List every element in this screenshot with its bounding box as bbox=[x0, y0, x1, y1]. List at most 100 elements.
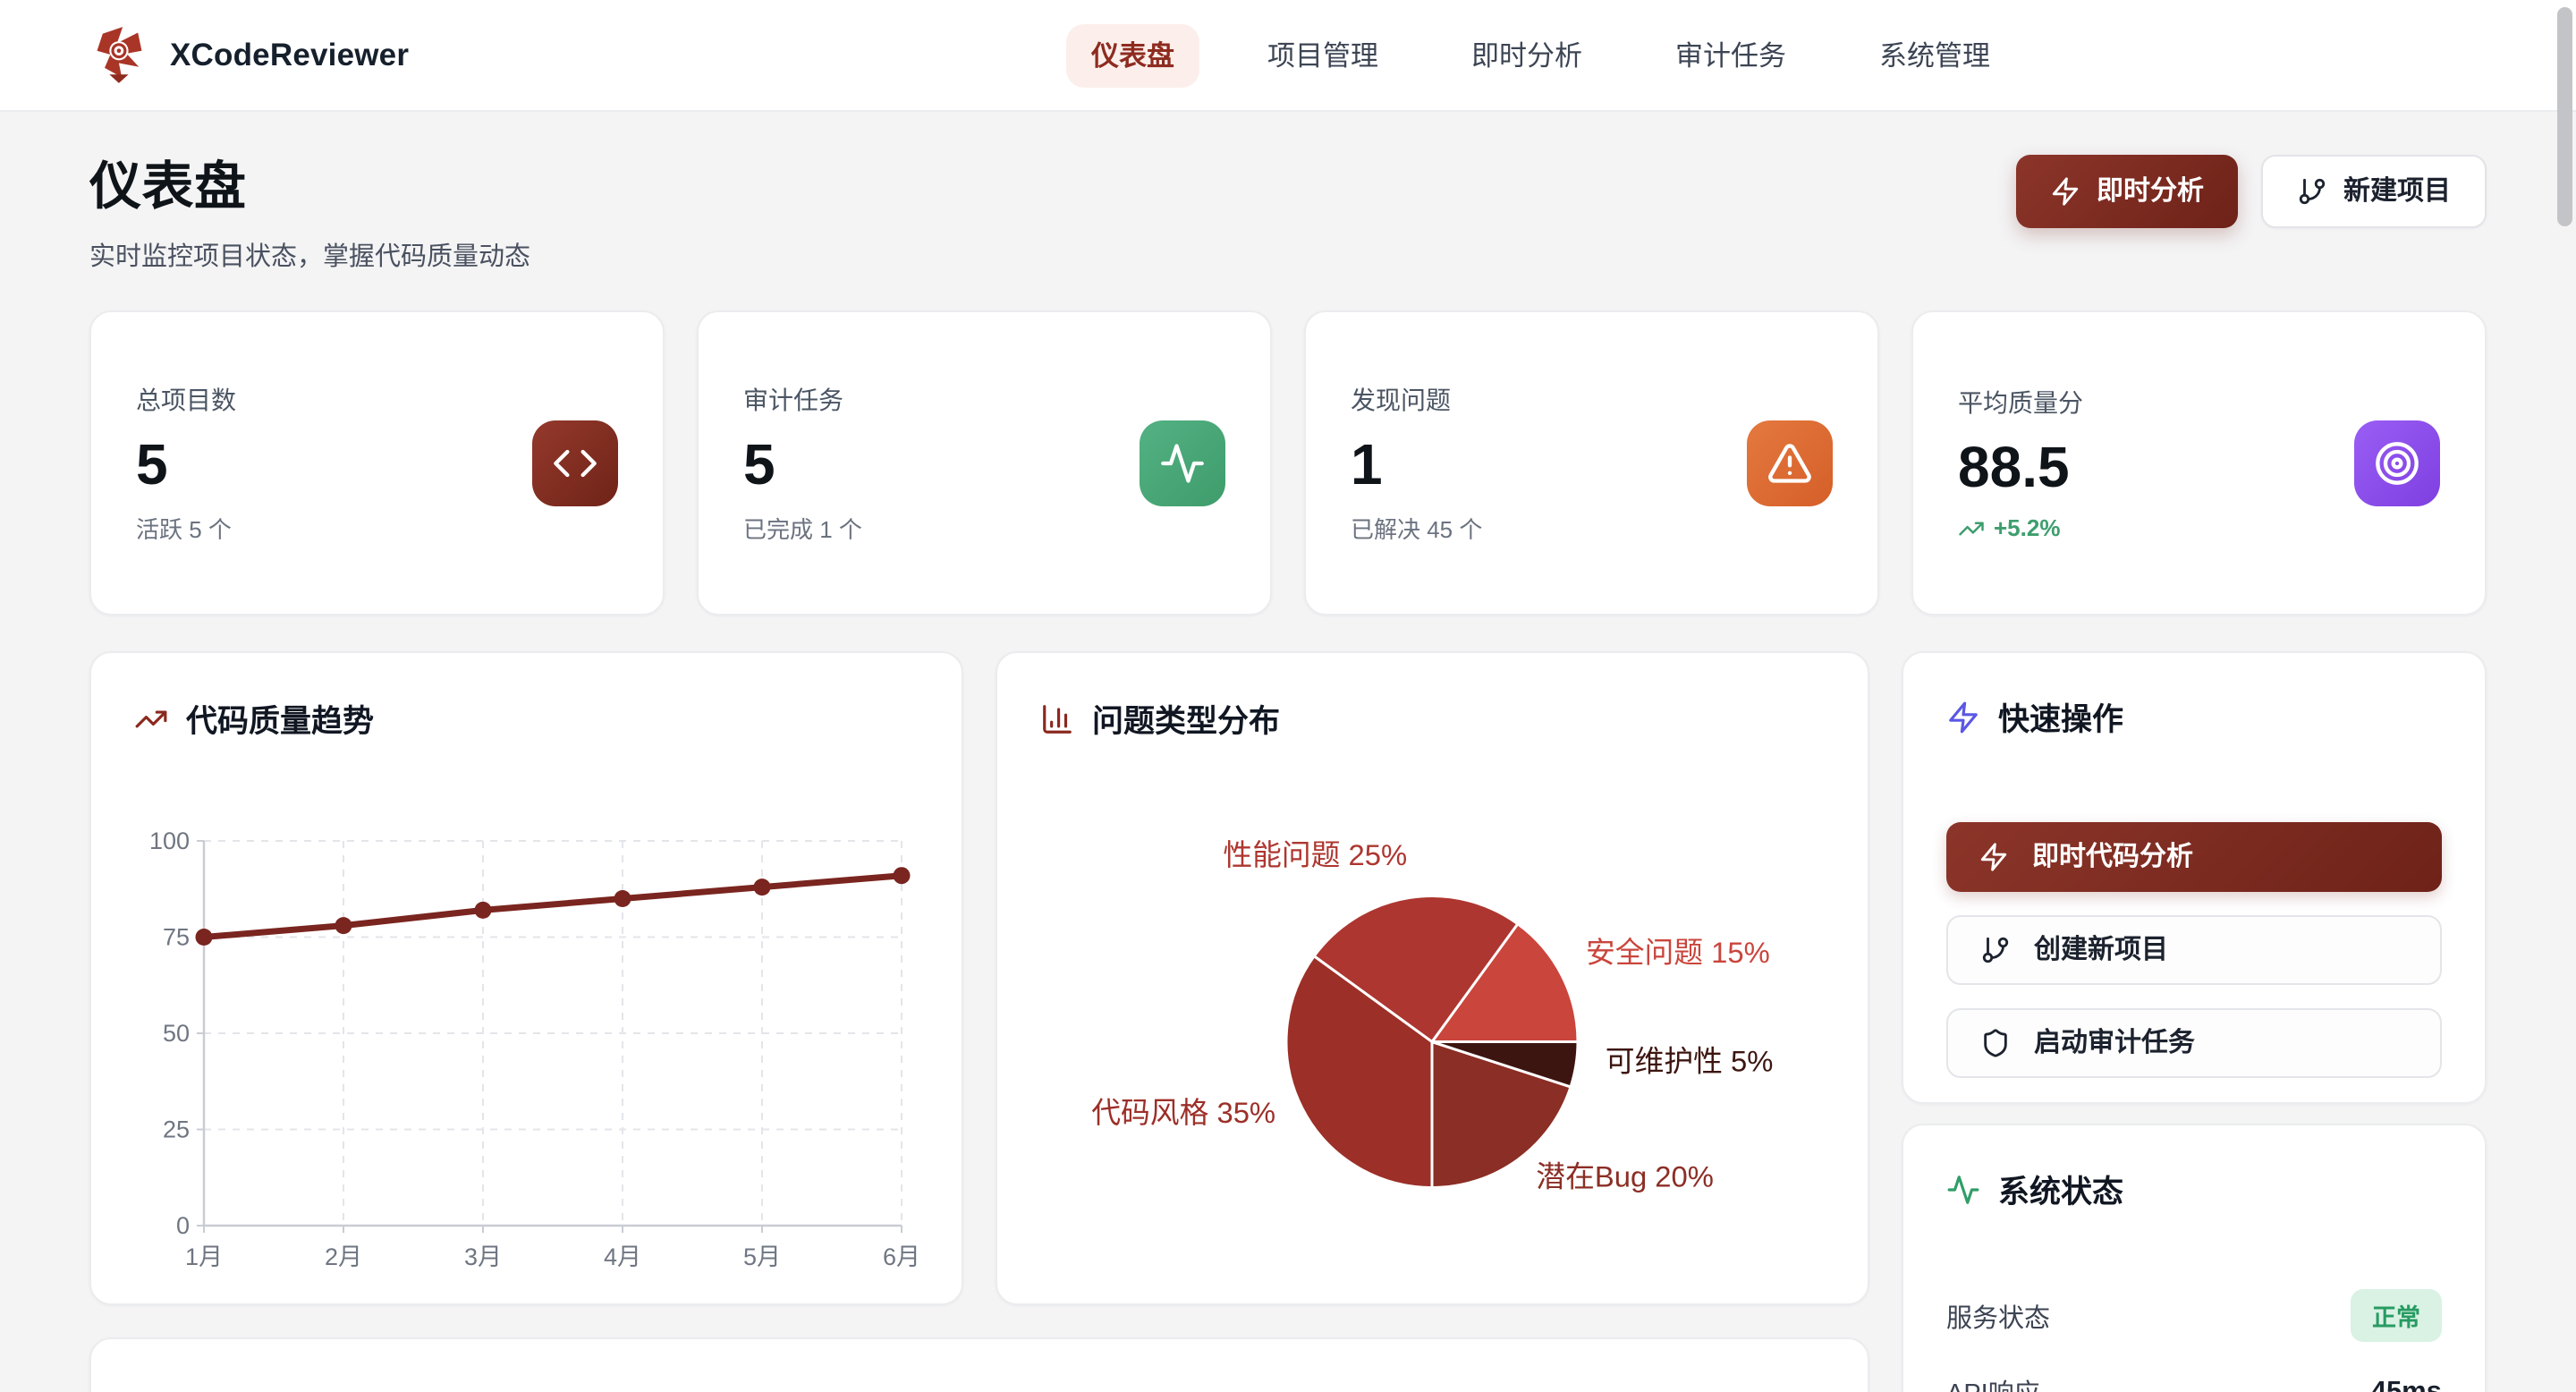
pie-slice[interactable] bbox=[1284, 955, 1434, 1190]
card-title: 系统状态 bbox=[1998, 1175, 2124, 1210]
status-badge: 正常 bbox=[2351, 1289, 2442, 1342]
action-label: 启动审计任务 bbox=[2034, 1028, 2195, 1057]
line-chart: 0 25 50 75 100 1月 2月 3月 4月 5月 6月 bbox=[123, 778, 933, 1290]
instant-code-analysis-button[interactable]: 即时代码分析 bbox=[1946, 822, 2442, 892]
stat-text: 审计任务 5 已完成 1 个 bbox=[743, 381, 862, 545]
status-row-service: 服务状态 正常 bbox=[1946, 1289, 2442, 1342]
stat-text: 平均质量分 88.5 +5.2% bbox=[1958, 384, 2083, 542]
stat-card-total-projects: 总项目数 5 活跃 5 个 bbox=[89, 310, 665, 615]
stat-value: 1 bbox=[1351, 432, 1383, 497]
quality-trend-card: 代码质量趋势 0 25 50 75 100 1月 2月 3月 4月 5月 6月 bbox=[89, 651, 963, 1305]
stat-value: 5 bbox=[743, 432, 775, 497]
nav-item-system-admin[interactable]: 系统管理 bbox=[1854, 24, 2015, 88]
line-point[interactable] bbox=[893, 867, 911, 885]
stat-text: 总项目数 5 活跃 5 个 bbox=[136, 381, 236, 545]
card-title: 代码质量趋势 bbox=[186, 704, 375, 739]
status-value: 45ms bbox=[2370, 1375, 2442, 1392]
code-icon bbox=[532, 420, 618, 506]
activity-icon bbox=[1140, 420, 1225, 506]
svg-text:100: 100 bbox=[149, 828, 190, 854]
main-nav: 仪表盘 项目管理 即时分析 审计任务 系统管理 bbox=[1066, 0, 2015, 112]
new-project-button[interactable]: 新建项目 bbox=[2261, 155, 2487, 228]
stat-text: 发现问题 1 已解决 45 个 bbox=[1351, 381, 1482, 545]
zap-icon bbox=[1979, 842, 2009, 872]
card-title: 问题类型分布 bbox=[1092, 704, 1281, 739]
stat-trend-value: +5.2% bbox=[1994, 514, 2061, 541]
stat-sub: 已解决 45 个 bbox=[1351, 516, 1483, 543]
line-point[interactable] bbox=[335, 917, 352, 935]
git-branch-icon bbox=[2297, 176, 2327, 207]
pie-slice[interactable] bbox=[1312, 895, 1520, 1044]
stat-label: 发现问题 bbox=[1351, 386, 1452, 414]
action-label: 创建新项目 bbox=[2034, 935, 2168, 964]
stat-card-issues-found: 发现问题 1 已解决 45 个 bbox=[1304, 310, 1879, 615]
brand: XCodeReviewer bbox=[89, 25, 409, 86]
status-label: 服务状态 bbox=[1946, 1303, 2051, 1333]
line-point[interactable] bbox=[474, 901, 492, 919]
page-title: 仪表盘 bbox=[89, 157, 247, 216]
app-logo-icon bbox=[89, 25, 150, 86]
svg-text:75: 75 bbox=[163, 924, 190, 951]
stat-label: 总项目数 bbox=[136, 386, 237, 414]
stat-card-audit-tasks: 审计任务 5 已完成 1 个 bbox=[697, 310, 1272, 615]
scrollbar-thumb[interactable] bbox=[2557, 7, 2572, 226]
page-subtitle: 实时监控项目状态，掌握代码质量动态 bbox=[89, 242, 531, 271]
brand-name: XCodeReviewer bbox=[170, 37, 410, 72]
pie-label: 可维护性 5% bbox=[1606, 1044, 1774, 1077]
card-title-row: 代码质量趋势 bbox=[134, 696, 919, 742]
card-title-row: 系统状态 bbox=[1946, 1167, 2442, 1212]
charts-row: 代码质量趋势 0 25 50 75 100 1月 2月 3月 4月 5月 6月 问题类型分布 bbox=[89, 651, 1869, 1305]
zap-icon bbox=[1946, 700, 1980, 734]
header-actions: 即时分析 新建项目 bbox=[2016, 155, 2487, 228]
issue-distribution-card: 问题类型分布 安全问题 15% 性能问题 25% 代码风格 35% 潜在Bug 20%… bbox=[996, 651, 1869, 1305]
svg-text:2月: 2月 bbox=[325, 1243, 362, 1270]
trending-up-icon bbox=[134, 702, 168, 736]
issue-distribution-chart[interactable]: 安全问题 15% 性能问题 25% 代码风格 35% 潜在Bug 20% 可维护性 5% bbox=[997, 653, 1868, 1303]
pie-slice[interactable] bbox=[1430, 1040, 1580, 1089]
main-content: 仪表盘 实时监控项目状态，掌握代码质量动态 即时分析 新建项目 总项目数 5 bbox=[0, 112, 2576, 1392]
status-rows: 服务状态 正常 API响应 45ms bbox=[1946, 1289, 2442, 1392]
pie-label: 潜在Bug 20% bbox=[1536, 1160, 1714, 1193]
card-title-row: 项目概览 bbox=[134, 1386, 1825, 1392]
quality-trend-chart[interactable]: 0 25 50 75 100 1月 2月 3月 4月 5月 6月 bbox=[123, 778, 933, 1290]
line-point[interactable] bbox=[614, 890, 631, 907]
svg-text:25: 25 bbox=[163, 1116, 190, 1143]
line-point[interactable] bbox=[195, 929, 213, 946]
pie-slice[interactable] bbox=[1430, 922, 1580, 1044]
card-title: 项目概览 bbox=[186, 1386, 311, 1392]
stats-row: 总项目数 5 活跃 5 个 审计任务 5 已完成 1 个 发现问题 1 已解决 … bbox=[89, 310, 2487, 615]
bar-chart-icon bbox=[1040, 702, 1074, 736]
nav-item-projects[interactable]: 项目管理 bbox=[1242, 24, 1403, 88]
nav-item-instant-analysis[interactable]: 即时分析 bbox=[1446, 24, 1607, 88]
start-audit-button[interactable]: 启动审计任务 bbox=[1946, 1008, 2442, 1078]
stat-sub: 已完成 1 个 bbox=[743, 516, 862, 543]
create-project-button[interactable]: 创建新项目 bbox=[1946, 915, 2442, 985]
target-icon bbox=[2354, 420, 2440, 506]
pie-slice[interactable] bbox=[1430, 1040, 1572, 1190]
shield-icon bbox=[1980, 1028, 2011, 1058]
stat-sub: 活跃 5 个 bbox=[136, 516, 232, 543]
instant-analysis-button[interactable]: 即时分析 bbox=[2016, 155, 2238, 228]
top-navbar: XCodeReviewer 仪表盘 项目管理 即时分析 审计任务 系统管理 bbox=[0, 0, 2576, 112]
trend-line bbox=[200, 872, 905, 940]
svg-text:6月: 6月 bbox=[883, 1243, 920, 1270]
page-header: 仪表盘 实时监控项目状态，掌握代码质量动态 即时分析 新建项目 bbox=[89, 144, 2487, 273]
activity-icon bbox=[1946, 1173, 1980, 1207]
nav-item-dashboard[interactable]: 仪表盘 bbox=[1066, 24, 1199, 88]
svg-text:4月: 4月 bbox=[604, 1243, 641, 1270]
card-title-row: 问题类型分布 bbox=[1040, 696, 1825, 742]
new-project-label: 新建项目 bbox=[2343, 176, 2451, 206]
left-column: 代码质量趋势 0 25 50 75 100 1月 2月 3月 4月 5月 6月 问题类型分布 bbox=[89, 651, 1869, 1392]
stat-trend: +5.2% bbox=[1958, 514, 2083, 542]
pie-label: 代码风格 35% bbox=[1091, 1096, 1275, 1129]
quick-actions-list: 即时代码分析 创建新项目 启动审计任务 bbox=[1946, 822, 2442, 1078]
pie-label: 性能问题 25% bbox=[1223, 838, 1407, 871]
stat-label: 平均质量分 bbox=[1958, 389, 2084, 417]
pie-label: 安全问题 15% bbox=[1586, 936, 1770, 969]
lower-grid: 代码质量趋势 0 25 50 75 100 1月 2月 3月 4月 5月 6月 问题类型分布 bbox=[89, 651, 2487, 1392]
svg-text:0: 0 bbox=[176, 1212, 190, 1239]
line-point[interactable] bbox=[753, 878, 771, 896]
system-status-card: 系统状态 服务状态 正常 API响应 45ms bbox=[1902, 1124, 2487, 1392]
nav-item-audit-tasks[interactable]: 审计任务 bbox=[1650, 24, 1811, 88]
stat-value: 88.5 bbox=[1958, 435, 2070, 499]
